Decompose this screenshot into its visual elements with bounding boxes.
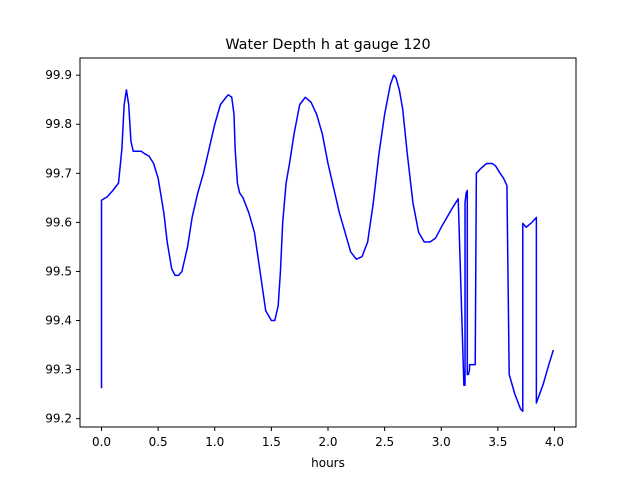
- x-tick-label: 3.5: [488, 435, 507, 449]
- x-tick-label: 4.0: [545, 435, 564, 449]
- y-tick-label: 99.3: [45, 363, 72, 377]
- x-tick-label: 2.0: [318, 435, 337, 449]
- x-tick-label: 2.5: [375, 435, 394, 449]
- series-line-0: [100, 74, 555, 413]
- y-tick-label: 99.9: [45, 68, 72, 82]
- y-tick-label: 99.4: [45, 314, 72, 328]
- y-tick-label: 99.8: [45, 117, 72, 131]
- plot-area: [80, 58, 576, 427]
- x-tick-label: 1.5: [262, 435, 281, 449]
- chart-title: Water Depth h at gauge 120: [225, 37, 430, 53]
- x-tick-label: 0.5: [149, 435, 168, 449]
- y-tick-label: 99.6: [45, 215, 72, 229]
- y-tick-label: 99.2: [45, 412, 72, 426]
- x-tick-label: 0.0: [92, 435, 111, 449]
- x-axis-label: hours: [311, 456, 345, 470]
- y-tick-label: 99.7: [45, 166, 72, 180]
- x-tick-label: 3.0: [432, 435, 451, 449]
- y-tick-label: 99.5: [45, 264, 72, 278]
- plot-frame: [79, 57, 577, 428]
- x-tick-label: 1.0: [205, 435, 224, 449]
- data-layer: [100, 74, 555, 413]
- ticks-layer: 0.0 0.5 1.0 1.5 2.0 2.5 3.0 3.5 4.0 99.2 99.3 99.4 9…: [45, 68, 564, 449]
